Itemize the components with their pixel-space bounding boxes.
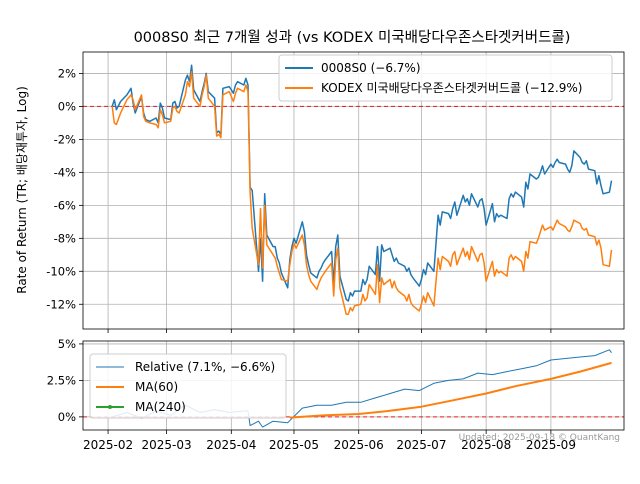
main-x-axis-ticks xyxy=(107,329,552,333)
x-tick-label: 2025-09 xyxy=(526,438,576,452)
chart-title: 0008S0 최근 7개월 성과 (vs KODEX 미국배당다우존스타겟커버드… xyxy=(134,29,571,46)
main-legend-box xyxy=(278,54,613,102)
main-y-tick-label: -4% xyxy=(54,165,76,179)
relative-series-line-1 xyxy=(289,361,612,419)
x-tick-label: 2025-07 xyxy=(396,438,446,452)
relative-y-axis-ticks: 5% 2.5% 0% xyxy=(47,337,83,424)
relative-plot-frame xyxy=(82,340,625,431)
main-gridlines xyxy=(83,52,624,329)
main-legend: 0008S0 (−6.7%) KODEX 미국배당다우존스타겟커버드콜 (−12… xyxy=(278,54,613,102)
main-y-tick-label: -10% xyxy=(46,264,76,278)
legend-label-kodex: KODEX 미국배당다우존스타겟커버드콜 (−12.9%) xyxy=(321,81,582,95)
x-tick-label: 2025-08 xyxy=(461,438,511,452)
relative-legend: Relative (7.1%, −6.6%) MA(60) MA(240) xyxy=(89,353,287,419)
main-panel: 2% 0% -2% -4% -6% -8% -10% -12% Rate of Return … xyxy=(15,51,625,333)
legend-label-relative: Relative (7.1%, −6.6%) xyxy=(135,360,275,374)
main-series-group xyxy=(111,64,613,315)
main-y-axis-ticks: 2% 0% -2% -4% -6% -8% -10% -12% xyxy=(46,66,83,311)
main-y-axis-label: Rate of Return (TR; 배당재투자, Log) xyxy=(15,86,29,294)
legend-marker-ma240 xyxy=(108,405,112,409)
relative-y-tick-label: 0% xyxy=(58,410,76,424)
main-y-tick-label: -8% xyxy=(54,231,76,245)
legend-label-ma60: MA(60) xyxy=(135,380,178,394)
legend-label-etf: 0008S0 (−6.7%) xyxy=(321,61,421,75)
main-y-tick-label: -12% xyxy=(46,297,76,311)
legend-label-ma240: MA(240) xyxy=(135,400,186,414)
x-tick-label: 2025-05 xyxy=(269,438,319,452)
relative-y-tick-label: 2.5% xyxy=(47,373,76,387)
relative-y-tick-label: 5% xyxy=(58,337,76,351)
watermark-text: Updated: 2025-09-18 © QuantKang xyxy=(459,433,620,443)
x-tick-label: 2025-06 xyxy=(334,438,384,452)
x-tick-label: 2025-04 xyxy=(206,438,256,452)
main-y-tick-label: -2% xyxy=(54,132,76,146)
x-tick-label: 2025-03 xyxy=(141,438,191,452)
main-y-tick-label: 0% xyxy=(58,99,76,113)
relative-legend-box xyxy=(89,353,287,419)
main-plot-frame xyxy=(82,51,625,330)
relative-x-axis-ticks: 2025-02 2025-03 2025-04 2025-05 2025-06 2025-… xyxy=(83,430,576,452)
main-series-line-1 xyxy=(111,71,613,315)
x-tick-label: 2025-02 xyxy=(83,438,133,452)
main-series-line-0 xyxy=(111,64,613,302)
main-y-tick-label: -6% xyxy=(54,198,76,212)
main-y-tick-label: 2% xyxy=(58,66,76,80)
relative-panel: 5%2.5%0% 2025-02 2025-03 2025-04 2025-05 202… xyxy=(47,337,625,452)
